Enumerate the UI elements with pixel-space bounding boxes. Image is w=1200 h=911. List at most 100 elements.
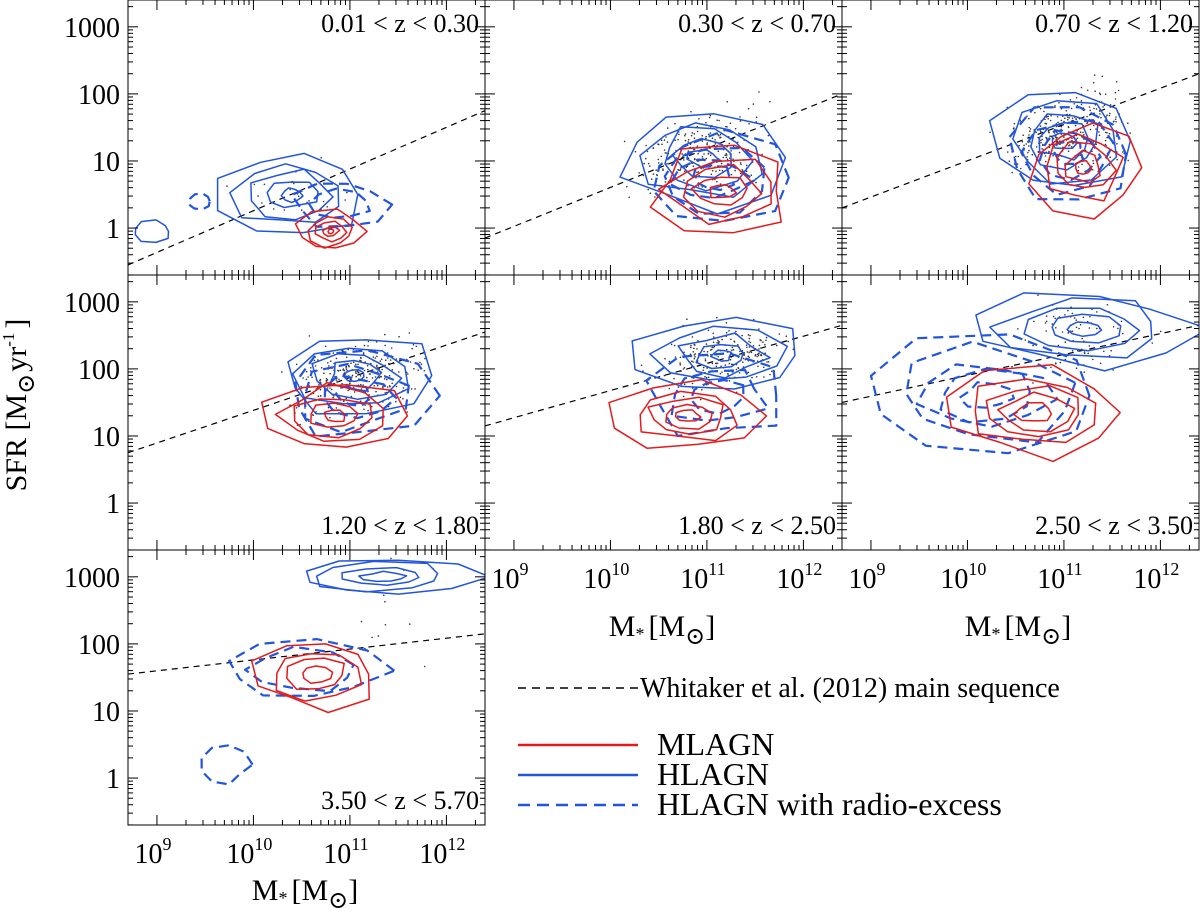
hlagn-radio-contour	[244, 645, 355, 693]
data-point	[725, 125, 727, 128]
x-tick-label: 1011	[323, 834, 368, 870]
data-point	[1081, 337, 1083, 340]
data-point	[1082, 131, 1084, 134]
data-point	[408, 623, 411, 625]
data-point	[1071, 312, 1074, 315]
data-point	[326, 387, 329, 389]
data-point	[1075, 367, 1078, 370]
data-point	[707, 153, 710, 155]
data-point	[1032, 344, 1034, 347]
data-point	[673, 377, 675, 380]
data-point	[1083, 351, 1086, 353]
data-point	[767, 134, 770, 137]
data-point	[746, 351, 749, 353]
legend-hlagn-label: HLAGN	[657, 756, 769, 792]
data-point	[728, 380, 731, 382]
panel-1-plot-area	[128, 110, 485, 266]
data-point	[693, 137, 696, 139]
data-point	[390, 557, 392, 560]
mlagn-contour	[639, 390, 738, 442]
data-point	[674, 122, 676, 125]
data-point	[355, 375, 358, 378]
data-point	[715, 362, 717, 365]
data-point	[1109, 112, 1111, 115]
data-point	[410, 388, 413, 390]
mlagn-contour	[682, 163, 763, 218]
hlagn-radio-contour	[869, 333, 1091, 455]
data-point	[666, 141, 669, 143]
data-point	[765, 336, 768, 339]
data-point	[697, 171, 700, 173]
data-point	[1083, 352, 1086, 355]
x-tick-label: 1010	[226, 834, 272, 870]
data-point	[712, 341, 715, 344]
data-point	[1094, 90, 1096, 92]
data-point	[355, 370, 357, 373]
hlagn-radio-contour	[187, 192, 211, 211]
data-point	[317, 359, 319, 361]
data-point	[1099, 113, 1101, 115]
data-point	[1021, 141, 1024, 143]
panel-redshift-label: 1.20 < z < 1.80	[321, 511, 479, 540]
data-point	[683, 383, 686, 386]
data-point	[376, 364, 378, 367]
data-point	[383, 594, 385, 597]
data-point	[1100, 116, 1102, 119]
x-axis-label-panel-7: M* [M⊙]	[252, 874, 358, 911]
data-point	[749, 334, 751, 337]
data-point	[1063, 120, 1065, 123]
data-point	[1059, 361, 1062, 364]
data-point	[1045, 330, 1047, 332]
x-tick-label: 1010	[940, 559, 986, 595]
data-point	[664, 357, 666, 360]
data-point	[263, 183, 266, 186]
data-point	[374, 376, 377, 378]
data-point	[1116, 158, 1118, 161]
panel-redshift-label: 0.01 < z < 0.30	[321, 9, 479, 38]
data-point	[338, 378, 340, 381]
data-point	[1071, 350, 1074, 352]
data-point	[1089, 316, 1091, 318]
data-point	[737, 367, 740, 370]
data-point	[1045, 116, 1048, 118]
data-point	[719, 372, 722, 375]
data-point	[674, 356, 677, 358]
data-point	[623, 140, 626, 143]
data-point	[696, 171, 698, 174]
data-point	[385, 359, 387, 362]
hlagn-contour	[709, 349, 733, 362]
data-point	[350, 362, 352, 365]
data-point	[307, 376, 309, 378]
data-point	[313, 359, 316, 362]
data-point	[1099, 93, 1102, 96]
data-point	[730, 173, 733, 176]
data-point	[1044, 122, 1046, 125]
data-point	[1104, 139, 1107, 142]
data-point	[1093, 107, 1095, 110]
data-point	[1078, 327, 1080, 330]
hlagn-contour	[229, 163, 340, 223]
data-point	[718, 341, 721, 343]
data-point	[384, 392, 387, 394]
data-point	[706, 351, 709, 353]
data-point	[725, 322, 728, 324]
x-tick-label: 109	[848, 559, 885, 595]
data-point	[677, 169, 680, 171]
mlagn-contour	[608, 378, 768, 450]
data-point	[329, 387, 331, 389]
data-point	[703, 153, 705, 155]
data-point	[1083, 371, 1086, 373]
data-point	[368, 373, 371, 375]
data-point	[1086, 115, 1088, 118]
data-point	[698, 118, 700, 120]
data-point	[696, 145, 699, 147]
data-point	[707, 376, 710, 379]
data-point	[362, 352, 365, 354]
data-point	[352, 361, 355, 364]
data-point	[716, 362, 719, 365]
data-point	[347, 364, 350, 367]
data-point	[712, 336, 715, 338]
data-point	[730, 150, 732, 152]
data-point	[253, 183, 256, 186]
data-point	[335, 407, 338, 409]
